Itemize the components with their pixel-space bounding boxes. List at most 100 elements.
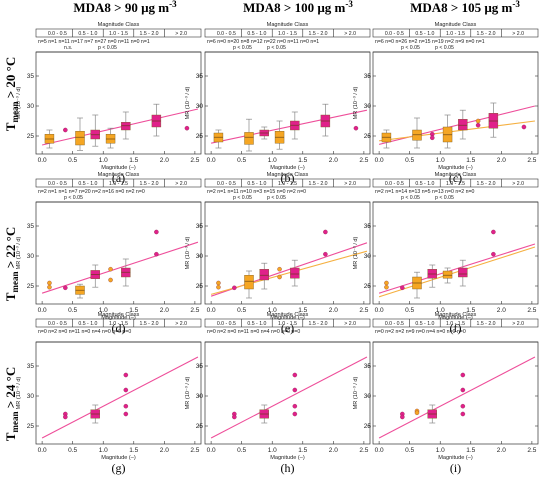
regression-line <box>41 241 199 294</box>
x-tick-label: 0.0 <box>207 447 216 454</box>
regression-line <box>210 109 368 144</box>
class-label: 0.0 - 0.5 <box>48 181 67 187</box>
row-label-group: Tmean > 24 °C <box>3 367 20 441</box>
significance-label: p < 0.05 <box>98 45 117 51</box>
x-tick-label: 2.5 <box>527 157 536 164</box>
magnitude-class-title: Magnitude Class <box>98 172 140 178</box>
y-axis-label-group: MR (10⁻³ / d) <box>16 86 22 119</box>
class-label: > 2.0 <box>175 31 187 37</box>
plot-area <box>41 229 199 299</box>
panel-letter: (h) <box>281 461 295 475</box>
x-tick-label: 2.0 <box>497 157 506 164</box>
magnitude-class-title: Magnitude Class <box>435 312 477 318</box>
x-tick-label: 2.0 <box>497 307 506 314</box>
n-counts: n=0 n=2 n=2 n=9 n=0 n=4 n=0 n=0 n=0 <box>375 329 466 335</box>
x-axis-label: Magnitude (–) <box>101 165 136 171</box>
x-tick-label: 0.0 <box>38 307 47 314</box>
class-label: 0.5 - 1.0 <box>78 321 97 327</box>
class-label: 1.5 - 2.0 <box>140 321 159 327</box>
magnitude-class-title: Magnitude Class <box>267 22 309 28</box>
class-label: 0.5 - 1.0 <box>78 31 97 37</box>
y-tick-label: 25 <box>364 133 372 140</box>
n-counts: n=0 n=2 n=0 n=11 n=0 n=4 n=0 n=0 n=0 <box>38 329 131 335</box>
class-label: 1.5 - 2.0 <box>309 181 328 187</box>
x-tick-label: 0.0 <box>375 157 384 164</box>
box <box>290 267 300 279</box>
panel-letter: (f) <box>450 321 462 335</box>
panel-letter: (a) <box>112 171 125 185</box>
class-strip <box>372 178 539 188</box>
x-tick-label: 1.5 <box>466 447 475 454</box>
box <box>244 275 254 290</box>
plot-area <box>41 356 199 439</box>
data-point <box>460 411 466 417</box>
n-counts: n=6 n=0 n=20 n=8 n=12 n=22 n=0 n=11 n=0 … <box>207 39 319 45</box>
x-tick-label: 0.5 <box>405 307 414 314</box>
data-point <box>63 414 68 420</box>
class-label: 0.0 - 0.5 <box>217 181 236 187</box>
y-axis-label: MR (10⁻³ / d) <box>185 86 191 119</box>
panel-letter: (i) <box>450 461 461 475</box>
class-strip <box>204 318 371 328</box>
class-label: 0.5 - 1.0 <box>415 321 434 327</box>
box <box>75 130 85 146</box>
significance-label: p < 0.05 <box>435 45 454 51</box>
data-point <box>430 135 435 141</box>
plot-area <box>210 103 368 152</box>
data-point <box>323 229 328 235</box>
class-label: 0.5 - 1.0 <box>415 181 434 187</box>
y-tick-label: 35 <box>364 223 372 230</box>
y-tick-label: 25 <box>364 283 372 290</box>
x-tick-label: 2.0 <box>497 447 506 454</box>
data-point <box>216 280 221 286</box>
y-tick-label: 30 <box>364 253 372 260</box>
class-label: 1.5 - 2.0 <box>477 321 496 327</box>
x-tick-label: 1.5 <box>466 157 475 164</box>
class-label: 1.0 - 1.5 <box>446 31 465 37</box>
x-tick-label: 1.5 <box>298 157 307 164</box>
significance-label: p < 0.05 <box>401 45 420 51</box>
x-tick-label: 2.5 <box>190 447 199 454</box>
class-strip <box>35 318 202 328</box>
class-label: > 2.0 <box>344 181 356 187</box>
y-tick-label: 35 <box>196 363 204 370</box>
class-label: 0.0 - 0.5 <box>217 31 236 37</box>
data-point <box>154 251 159 257</box>
regression-line <box>41 356 199 439</box>
class-label: 1.0 - 1.5 <box>446 321 465 327</box>
data-point <box>232 414 237 420</box>
data-point <box>491 229 496 235</box>
data-point <box>154 229 159 235</box>
class-strip <box>35 28 202 38</box>
significance-label: p < 0.05 <box>267 45 286 51</box>
y-tick-label: 35 <box>196 73 204 80</box>
class-label: 1.0 - 1.5 <box>278 321 297 327</box>
class-label: > 2.0 <box>512 321 524 327</box>
x-axis-label: Magnitude (–) <box>270 315 305 321</box>
y-tick-label: 25 <box>196 283 204 290</box>
data-point <box>475 118 481 124</box>
y-tick-label: 35 <box>27 363 35 370</box>
x-tick-label: 1.5 <box>129 307 138 314</box>
class-label: > 2.0 <box>175 181 187 187</box>
box <box>290 120 300 131</box>
class-label: 1.0 - 1.5 <box>109 31 128 37</box>
data-point <box>108 277 113 283</box>
data-point <box>292 372 298 378</box>
data-point <box>475 122 481 128</box>
x-axis-label: Magnitude (–) <box>438 455 473 461</box>
regression-line <box>210 356 368 439</box>
class-label: 1.5 - 2.0 <box>309 321 328 327</box>
class-strip <box>35 178 202 188</box>
significance-label: p < 0.05 <box>64 195 83 201</box>
class-label: 1.5 - 2.0 <box>309 31 328 37</box>
x-tick-label: 1.5 <box>298 447 307 454</box>
regression-line <box>210 250 368 295</box>
significance-label: p < 0.05 <box>233 195 252 201</box>
y-axis-label-group: MR (10⁻³ / d) <box>16 236 22 269</box>
plot-frame <box>372 201 539 305</box>
x-tick-label: 2.5 <box>190 157 199 164</box>
x-tick-label: 1.0 <box>99 157 108 164</box>
x-tick-label: 2.5 <box>527 307 536 314</box>
